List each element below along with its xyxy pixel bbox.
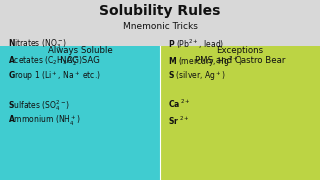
Text: $\mathbf{S}$ulfates (SO$_4^{2-}$): $\mathbf{S}$ulfates (SO$_4^{2-}$)	[8, 98, 70, 113]
Text: Exceptions: Exceptions	[216, 46, 264, 55]
Text: $\mathbf{N}$itrates (NO$_3^-$): $\mathbf{N}$itrates (NO$_3^-$)	[8, 38, 67, 51]
Text: NAG SAG: NAG SAG	[60, 56, 100, 65]
Text: Mnemonic Tricks: Mnemonic Tricks	[123, 22, 197, 31]
Text: $\mathbf{M}$ (mercury, Hg$^{2+}$): $\mathbf{M}$ (mercury, Hg$^{2+}$)	[168, 55, 243, 69]
Bar	[160, 46, 320, 180]
Text: $\mathbf{Ca}^{\ 2+}$: $\mathbf{Ca}^{\ 2+}$	[168, 98, 191, 111]
Text: $\mathbf{S}$ (silver, Ag$^+$): $\mathbf{S}$ (silver, Ag$^+$)	[168, 69, 226, 83]
Text: Solubility Rules: Solubility Rules	[99, 4, 221, 19]
Text: $\mathbf{P}$ (Pb$^{2+}$, lead): $\mathbf{P}$ (Pb$^{2+}$, lead)	[168, 38, 224, 51]
Text: PMS and Castro Bear: PMS and Castro Bear	[195, 56, 285, 65]
Text: $\mathbf{G}$roup 1 (Li$^+$, Na$^+$ etc.): $\mathbf{G}$roup 1 (Li$^+$, Na$^+$ etc.)	[8, 69, 101, 83]
Bar	[0, 46, 160, 180]
Text: Always Soluble: Always Soluble	[48, 46, 112, 55]
Text: $\mathbf{Sr}^{\ 2+}$: $\mathbf{Sr}^{\ 2+}$	[168, 114, 189, 127]
Text: $\mathbf{A}$cetates (C$_2$H$_3$O$_2^-$): $\mathbf{A}$cetates (C$_2$H$_3$O$_2^-$)	[8, 55, 83, 68]
Text: $\mathbf{A}$mmonium (NH$_4^+$): $\mathbf{A}$mmonium (NH$_4^+$)	[8, 114, 80, 129]
